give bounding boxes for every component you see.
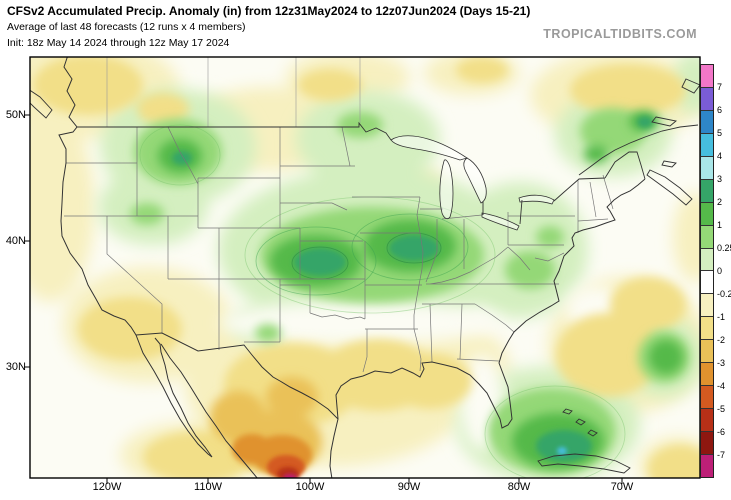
lat-label: 50N xyxy=(5,109,26,121)
colorbar-segment xyxy=(701,409,713,432)
colorbar-segment xyxy=(701,454,713,477)
colorbar-tick-label: 4 xyxy=(717,151,723,161)
colorbar-tick-label: 0.25 xyxy=(717,243,731,253)
colorbar-tick-label: 2 xyxy=(717,197,723,207)
colorbar-tick-label: 5 xyxy=(717,128,723,138)
colorbar-segment xyxy=(701,133,713,157)
anomaly-field xyxy=(30,57,700,478)
canada-province-borders xyxy=(106,57,361,127)
colorbar-tick-label: 3 xyxy=(717,174,723,184)
cuba-bahamas-outline xyxy=(537,408,631,474)
colorbar-segment xyxy=(701,225,713,249)
anomaly-cyan-spot xyxy=(557,447,567,455)
colorbar-tick-label: -2 xyxy=(717,335,726,345)
axis-ticks xyxy=(24,114,623,484)
lake-superior xyxy=(390,135,468,161)
colorbar-tick-label: -5 xyxy=(717,404,726,414)
colorbar-tick-label: 1 xyxy=(717,220,723,230)
colorbar-tick-label: -6 xyxy=(717,427,726,437)
colorbar-segment xyxy=(701,202,713,226)
colorbar-segment xyxy=(701,386,713,410)
state-borders xyxy=(64,126,614,373)
colorbar-segment xyxy=(701,271,713,295)
colorbar-tick-label: -0.25 xyxy=(717,289,731,299)
colorbar-tick-label: 6 xyxy=(717,105,723,115)
colorbar-segment xyxy=(701,179,713,203)
colorbar-segment xyxy=(701,363,713,387)
colorbar-labels: 7 6 5 4 3 2 1 0.25 0 -0.25 -1 -2 -3 -4 -5 -6 -7 xyxy=(717,64,731,478)
colorbar-segment xyxy=(701,156,713,180)
colorbar-segment xyxy=(701,317,713,341)
colorbar-tick-label: 7 xyxy=(717,82,723,92)
lake-michigan xyxy=(439,159,454,220)
colorbar-segment xyxy=(701,248,713,272)
canada-atlantic-coastline xyxy=(30,78,700,206)
colorbar-tick-label: -3 xyxy=(717,358,726,368)
map-area xyxy=(24,56,701,484)
page-title: CFSv2 Accumulated Precip. Anomaly (in) f… xyxy=(7,4,531,18)
colorbar xyxy=(700,64,714,478)
lat-label: 40N xyxy=(5,235,26,247)
anomaly-magenta xyxy=(283,474,297,478)
lake-ontario xyxy=(518,194,555,205)
us-canada-border xyxy=(77,121,646,225)
colorbar-tick-label: -1 xyxy=(717,312,726,322)
anomaly-map-svg xyxy=(24,56,701,484)
geography xyxy=(30,57,700,478)
great-lakes xyxy=(390,135,555,231)
lake-erie xyxy=(481,212,520,231)
init-line: Init: 18z May 14 2024 through 12z May 17… xyxy=(7,37,230,49)
colorbar-segment xyxy=(701,432,713,455)
lat-label: 30N xyxy=(5,361,26,373)
colorbar-segment xyxy=(701,110,713,134)
colorbar-tick-label: -4 xyxy=(717,381,726,391)
us-border-gulf-atlantic-coastline xyxy=(135,178,646,478)
colorbar-segment xyxy=(701,340,713,364)
lake-huron xyxy=(463,157,487,204)
colorbar-segment xyxy=(701,87,713,111)
anomaly-dark-red xyxy=(277,467,299,478)
watermark: TROPICALTIDBITS.COM xyxy=(543,27,697,41)
colorbar-segment xyxy=(701,294,713,318)
colorbar-tick-label: 0 xyxy=(717,266,723,276)
colorbar-tick-label: -7 xyxy=(717,450,726,460)
pacific-mexico-coastline xyxy=(58,57,258,478)
colorbar-segment xyxy=(701,65,713,88)
subtitle: Average of last 48 forecasts (12 runs x … xyxy=(7,21,246,33)
